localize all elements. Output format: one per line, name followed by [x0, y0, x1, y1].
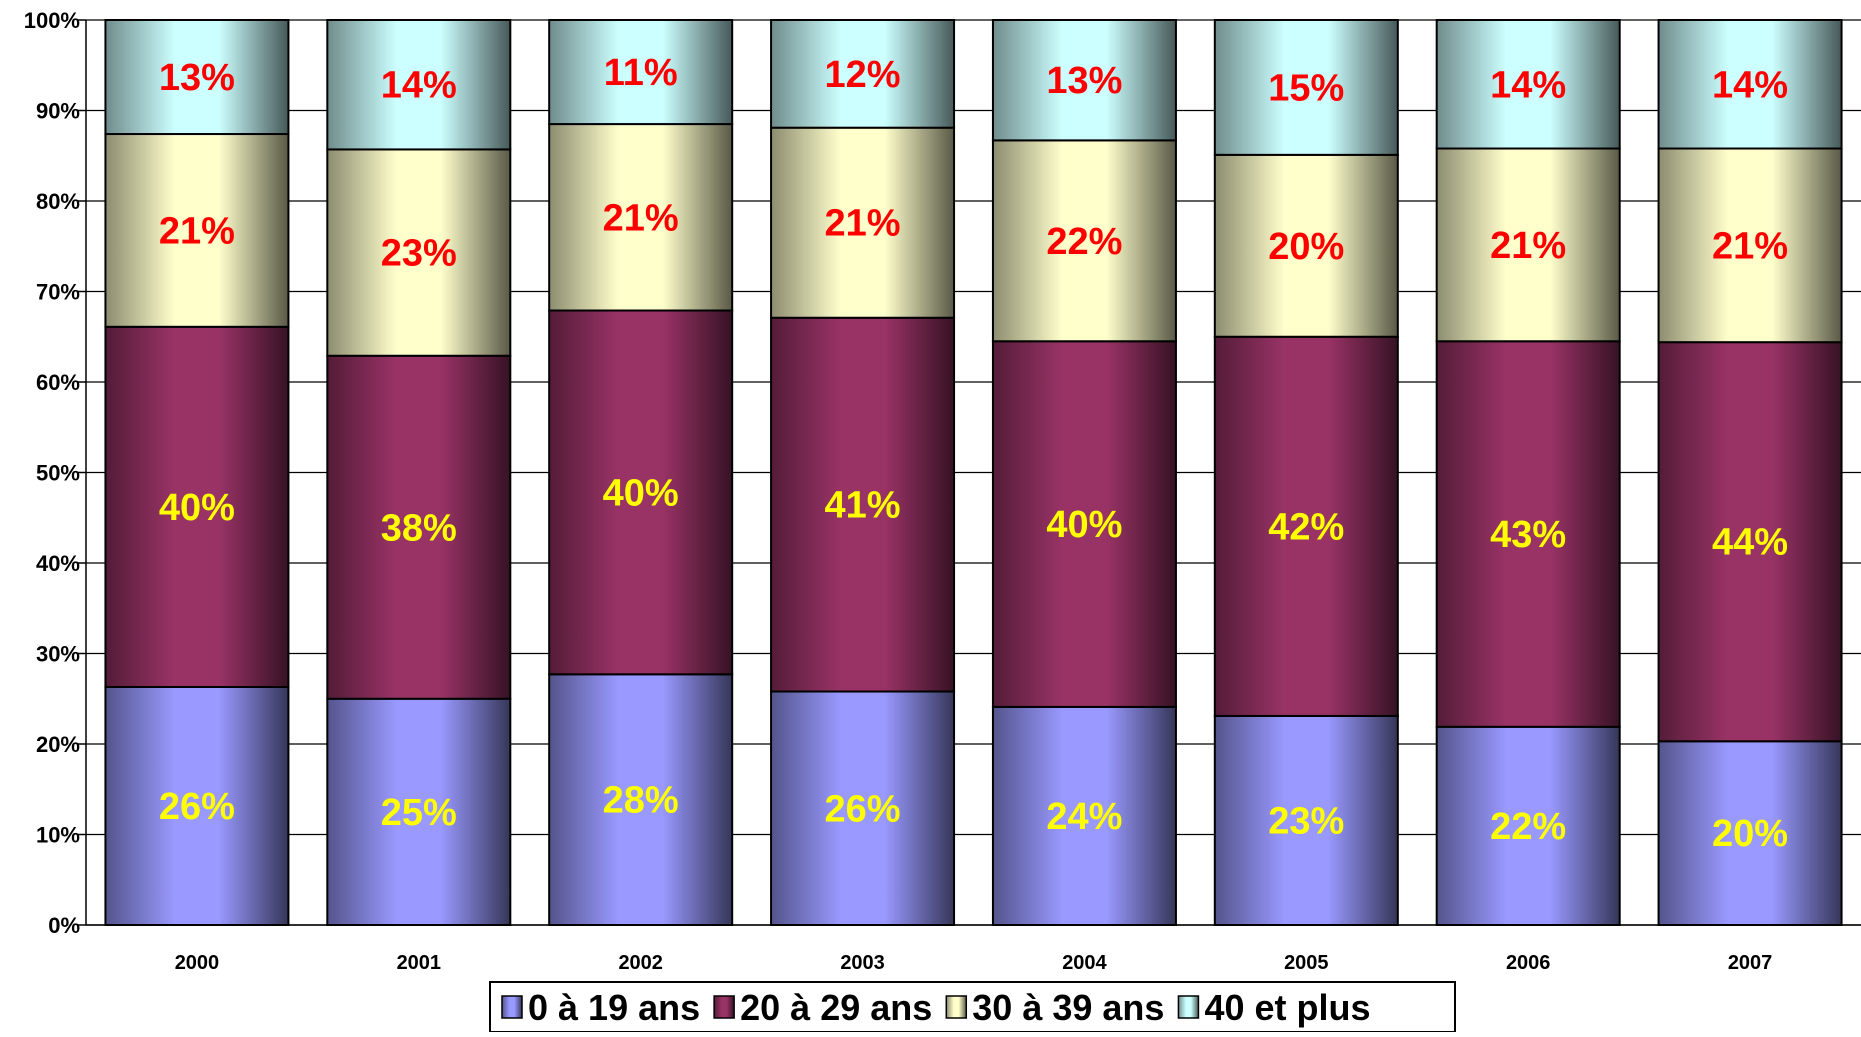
data-label: 26% — [159, 786, 235, 828]
data-label: 24% — [1046, 796, 1122, 838]
bar-2003-20-a-29-ans — [770, 316, 956, 693]
bar-2006-40-et-plus — [1435, 19, 1621, 150]
data-label: 25% — [381, 792, 457, 834]
y-tick-label: 80% — [36, 189, 80, 214]
data-label: 43% — [1490, 514, 1566, 556]
bar-2007-40-et-plus — [1657, 19, 1843, 150]
bar-2002-40-et-plus — [548, 19, 734, 126]
bar-2002-0-a-19-ans — [548, 673, 734, 926]
y-tick-label: 90% — [36, 99, 80, 124]
data-label: 44% — [1712, 522, 1788, 564]
data-label: 21% — [825, 203, 901, 245]
bar-2001-20-a-29-ans — [326, 354, 512, 700]
data-label: 21% — [159, 210, 235, 252]
data-label: 12% — [825, 54, 901, 96]
bar-2007-20-a-29-ans — [1657, 341, 1843, 743]
bar-2000-40-et-plus — [104, 19, 290, 136]
bar-2000-30-a-39-ans — [104, 133, 290, 328]
y-tick-label: 50% — [36, 461, 80, 486]
legend-label-40-et-plus: 40 et plus — [1204, 987, 1370, 1028]
data-label: 22% — [1490, 806, 1566, 848]
bar-2006-30-a-39-ans — [1435, 147, 1621, 343]
bar-2002-20-a-29-ans — [548, 309, 734, 676]
y-tick-label: 10% — [36, 823, 80, 848]
x-tick-label: 2001 — [397, 952, 442, 974]
bar-2000-0-a-19-ans — [104, 685, 290, 926]
y-tick-label: 0% — [48, 913, 80, 938]
data-label: 22% — [1046, 221, 1122, 263]
legend-swatch-20-a-29-ans — [713, 995, 735, 1019]
bar-2001-0-a-19-ans — [326, 697, 512, 926]
data-label: 26% — [825, 788, 901, 830]
data-label: 41% — [825, 485, 901, 527]
data-label: 21% — [603, 197, 679, 239]
data-label: 14% — [381, 65, 457, 107]
legend-label-20-a-29-ans: 20 à 29 ans — [740, 987, 932, 1028]
bar-2005-0-a-19-ans — [1213, 714, 1399, 926]
data-label: 23% — [1268, 800, 1344, 842]
y-tick-label: 100% — [24, 8, 80, 33]
x-tick-label: 2005 — [1284, 952, 1329, 974]
bar-2006-20-a-29-ans — [1435, 340, 1621, 728]
y-tick-label: 70% — [36, 280, 80, 305]
bar-2003-0-a-19-ans — [770, 690, 956, 927]
bar-2003-40-et-plus — [770, 19, 956, 129]
bar-2004-40-et-plus — [991, 19, 1177, 142]
data-label: 15% — [1268, 67, 1344, 109]
legend-swatch-30-a-39-ans — [945, 995, 968, 1019]
bar-2006-0-a-19-ans — [1435, 725, 1621, 926]
x-tick-label: 2000 — [175, 952, 220, 974]
data-label: 38% — [381, 507, 457, 549]
data-label: 20% — [1268, 226, 1344, 268]
legend-swatch-0-a-19-ans — [501, 995, 523, 1019]
data-label: 13% — [159, 57, 235, 99]
x-tick-label: 2004 — [1062, 952, 1107, 974]
data-label: 20% — [1712, 813, 1788, 855]
y-tick-label: 20% — [36, 732, 80, 757]
data-label: 14% — [1712, 64, 1788, 106]
bar-2003-30-a-39-ans — [770, 126, 956, 319]
legend: 0 à 19 ans 20 à 29 ans 30 à 39 ans 40 et pl… — [489, 981, 1456, 1033]
y-tick-label: 40% — [36, 551, 80, 576]
x-tick-label: 2002 — [618, 952, 663, 974]
bars — [104, 19, 1843, 927]
data-label: 14% — [1490, 64, 1566, 106]
bar-2001-40-et-plus — [326, 19, 512, 151]
bar-2002-30-a-39-ans — [548, 123, 734, 312]
data-labels: 26% 40% 21% 13% 25% 38% 23% 14% 28% 40% 21% 11% 26% 4… — [159, 52, 1788, 855]
x-tick-label: 2003 — [840, 952, 885, 974]
y-tick-label: 30% — [36, 642, 80, 667]
data-label: 21% — [1712, 225, 1788, 267]
data-label: 11% — [604, 52, 678, 94]
data-label: 40% — [159, 487, 235, 529]
data-label: 13% — [1046, 60, 1122, 102]
x-tick-label: 2007 — [1728, 952, 1773, 974]
bar-2005-30-a-39-ans — [1213, 153, 1399, 338]
y-tick-label: 60% — [36, 370, 80, 395]
bar-2007-0-a-19-ans — [1657, 740, 1843, 926]
data-label: 28% — [603, 780, 679, 822]
data-label: 40% — [603, 472, 679, 514]
legend-swatch-40-et-plus — [1177, 995, 1200, 1019]
bar-2001-30-a-39-ans — [326, 148, 512, 357]
bar-2000-20-a-29-ans — [104, 325, 290, 688]
bar-2007-30-a-39-ans — [1657, 147, 1843, 344]
data-label: 42% — [1268, 506, 1344, 548]
bar-2005-20-a-29-ans — [1213, 335, 1399, 717]
data-label: 23% — [381, 233, 457, 275]
data-label: 40% — [1046, 504, 1122, 546]
legend-label-0-a-19-ans: 0 à 19 ans — [528, 987, 700, 1028]
legend-label-30-a-39-ans: 30 à 39 ans — [972, 987, 1164, 1028]
data-label: 21% — [1490, 225, 1566, 267]
bar-2004-30-a-39-ans — [991, 139, 1177, 343]
x-tick-label: 2006 — [1506, 952, 1551, 974]
bar-2005-40-et-plus — [1213, 19, 1399, 156]
